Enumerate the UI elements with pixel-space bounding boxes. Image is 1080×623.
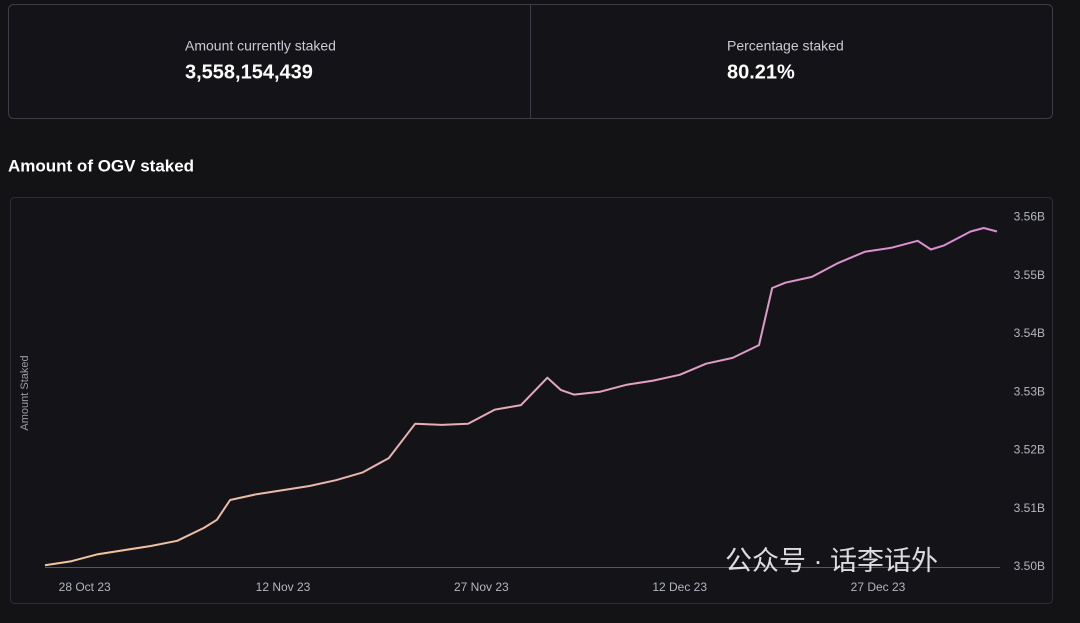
y-tick-label: 3.53B xyxy=(1014,384,1045,398)
chart-title: Amount of OGV staked xyxy=(8,156,194,175)
y-tick-label: 3.55B xyxy=(1014,268,1045,282)
y-tick-label: 3.52B xyxy=(1014,443,1045,457)
stat-value: 3,558,154,439 xyxy=(185,61,313,83)
y-tick-label: 3.54B xyxy=(1014,326,1045,340)
stat-value: 80.21% xyxy=(727,61,795,83)
chart-card xyxy=(10,197,1053,604)
stat-label: Amount currently staked xyxy=(185,38,336,54)
y-tick-label: 3.56B xyxy=(1014,210,1045,224)
watermark: 公众号 · 话李话外 xyxy=(725,546,938,576)
x-tick-label: 12 Nov 23 xyxy=(256,580,311,594)
y-axis-label: Amount Staked xyxy=(19,355,31,430)
y-tick-label: 3.51B xyxy=(1014,501,1045,515)
line xyxy=(44,227,998,567)
x-tick-label: 27 Nov 23 xyxy=(454,580,509,594)
y-tick-label: 3.50B xyxy=(1014,559,1045,573)
stat-label: Percentage staked xyxy=(727,38,844,54)
x-tick-label: 12 Dec 23 xyxy=(652,580,707,594)
x-tick-label: 28 Oct 23 xyxy=(59,580,111,594)
x-tick-label: 27 Dec 23 xyxy=(851,580,906,594)
